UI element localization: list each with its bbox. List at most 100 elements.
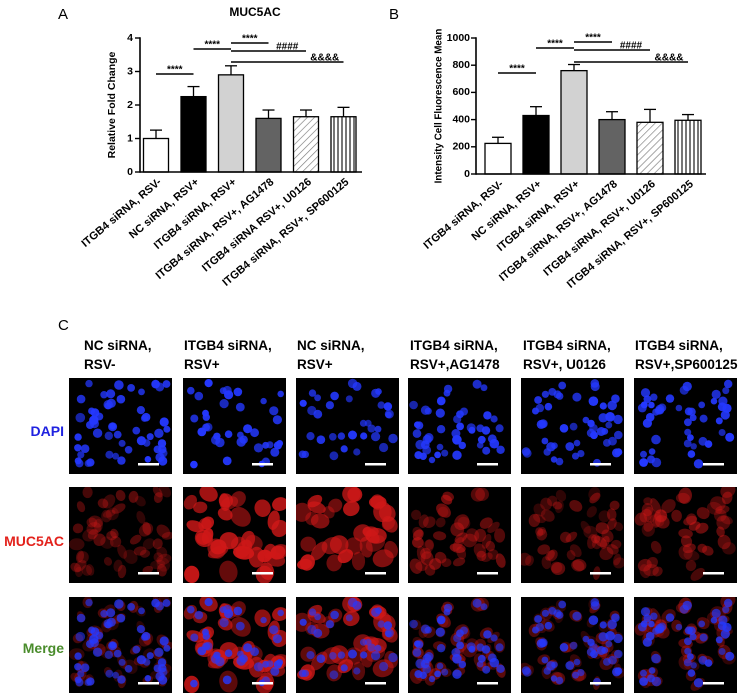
nucleus: [329, 670, 339, 680]
nucleus: [266, 441, 274, 449]
muc5ac-stain: [100, 536, 114, 549]
scale-bar: [138, 682, 159, 685]
muc5ac-stain: [695, 522, 709, 534]
nucleus: [495, 424, 504, 433]
muc5ac-stain: [572, 558, 587, 571]
muc5ac-stain: [113, 559, 123, 572]
nucleus: [371, 388, 381, 398]
nucleus: [371, 607, 381, 617]
muc5ac-stain: [601, 529, 614, 543]
muc5ac-stain: [153, 492, 163, 504]
muc5ac-stain: [184, 565, 200, 583]
muc5ac-stain: [106, 530, 117, 541]
muc5ac-stain: [541, 556, 552, 570]
nucleus: [104, 431, 113, 440]
column-header-line2: RSV+: [297, 357, 333, 372]
muc5ac-stain: [93, 533, 106, 547]
muc5ac-stain: [365, 535, 386, 552]
nucleus: [687, 407, 696, 416]
nucleus: [682, 381, 692, 392]
nucleus: [722, 622, 732, 632]
nucleus: [269, 625, 279, 635]
nucleus: [330, 610, 339, 620]
nucleus: [219, 399, 229, 409]
nucleus: [348, 649, 357, 659]
nucleus: [325, 401, 334, 410]
nucleus: [132, 426, 141, 435]
muc5ac-stain: [193, 501, 208, 514]
nucleus: [683, 439, 692, 448]
nucleus: [194, 391, 204, 401]
muc5ac-stain: [88, 515, 104, 528]
muc5ac-stain: [105, 507, 119, 521]
nucleus: [495, 643, 504, 652]
nucleus: [605, 421, 613, 429]
nucleus: [103, 619, 113, 629]
muc5ac-stain: [688, 521, 701, 531]
muc5ac-stain: [186, 520, 204, 533]
nucleus: [710, 616, 718, 624]
nucleus: [648, 667, 656, 674]
muc5ac-stain: [654, 509, 668, 522]
muc5ac-image-1: [69, 487, 172, 583]
nucleus: [544, 402, 553, 411]
nucleus: [645, 412, 655, 422]
scale-bar: [590, 682, 611, 685]
nucleus: [92, 647, 103, 657]
column-header-line1: ITGB4 siRNA,: [184, 338, 272, 353]
muc5ac-stain: [296, 502, 312, 522]
nucleus: [159, 417, 169, 427]
muc5ac-stain: [199, 487, 218, 502]
nucleus: [136, 406, 145, 415]
merge-image-2: [183, 597, 286, 693]
muc5ac-stain: [136, 510, 146, 524]
nucleus: [236, 437, 246, 447]
nucleus: [253, 443, 264, 453]
nucleus: [243, 643, 253, 653]
scale-bar: [703, 572, 724, 575]
nucleus: [698, 655, 708, 665]
nucleus: [306, 651, 315, 660]
muc5ac-stain: [411, 509, 422, 520]
muc5ac-stain: [462, 533, 478, 548]
nucleus: [550, 675, 558, 682]
muc5ac-stain: [643, 506, 656, 523]
bar-6: [330, 116, 357, 173]
chart-title: MUC5AC: [229, 5, 281, 19]
y-tick-label: 3: [127, 65, 133, 77]
nucleus: [412, 429, 422, 438]
nucleus: [480, 603, 488, 611]
nucleus: [588, 396, 599, 406]
nucleus: [118, 439, 126, 447]
column-header-5: ITGB4 siRNA, RSV+, U0126: [523, 336, 611, 374]
nucleus: [103, 400, 113, 410]
nucleus: [162, 599, 171, 607]
nucleus: [612, 448, 621, 458]
nucleus: [496, 664, 505, 673]
muc5ac-stain: [328, 498, 343, 513]
nucleus: [605, 412, 615, 422]
nucleus: [599, 621, 607, 629]
nucleus: [476, 660, 484, 668]
nucleus: [377, 401, 385, 409]
nucleus: [105, 450, 114, 459]
nucleus: [143, 439, 151, 447]
column-header-line2: RSV+, U0126: [523, 357, 606, 372]
column-header-1: NC siRNA, RSV-: [84, 336, 152, 374]
nucleus: [572, 611, 582, 621]
nucleus: [379, 661, 389, 672]
muc5ac-stain: [70, 562, 82, 573]
nucleus: [75, 631, 86, 642]
nucleus: [420, 405, 431, 415]
nucleus: [74, 676, 82, 684]
nucleus: [190, 414, 199, 423]
muc5ac-stain: [442, 491, 455, 501]
nucleus: [348, 430, 357, 440]
nucleus: [352, 381, 362, 391]
muc5ac-stain: [555, 489, 567, 502]
nucleus: [452, 654, 462, 664]
nucleus: [468, 645, 476, 653]
nucleus: [359, 419, 367, 427]
muc5ac-stain: [156, 553, 172, 566]
